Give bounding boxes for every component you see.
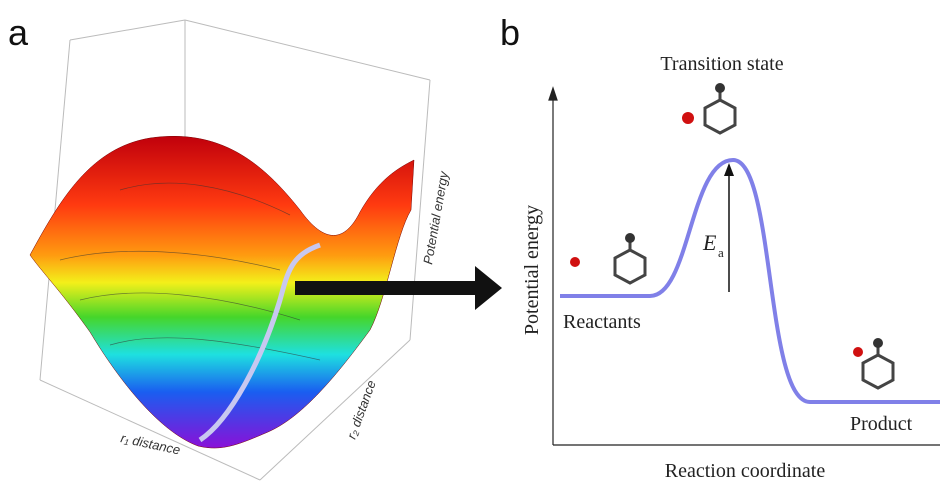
x-axis-label: Reaction coordinate	[665, 460, 826, 482]
barrier-arrow	[724, 163, 734, 292]
transition-state-label: Transition state	[660, 53, 783, 75]
z-axis-label: Potential energy	[420, 169, 451, 266]
axes	[549, 88, 940, 445]
y-axis-label: r₂ distance	[344, 378, 379, 441]
molecule-icon	[615, 88, 893, 388]
barrier-subscript: a	[718, 245, 724, 260]
y-axis-label: Potential energy	[521, 205, 543, 335]
panel-label: a	[8, 12, 29, 53]
product-label: Product	[850, 413, 913, 435]
figure: a Potential energy r₁ distance r₂ distan…	[0, 0, 944, 496]
barrier-symbol: E	[702, 230, 717, 255]
reactants-label: Reactants	[563, 311, 641, 333]
x-axis-label: r₁ distance	[119, 430, 181, 457]
panel-label: b	[500, 12, 520, 53]
energy-curve	[560, 160, 940, 402]
